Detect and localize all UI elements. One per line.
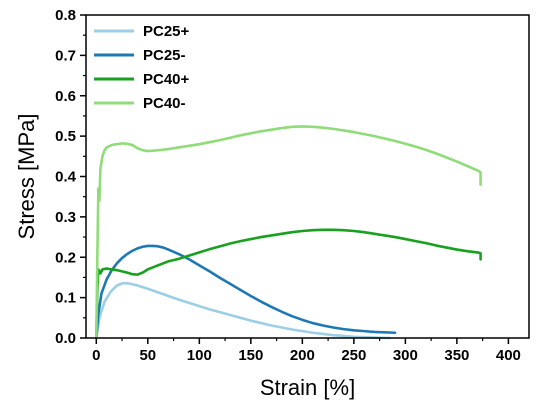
series-line-pc40-minus: [95, 125, 482, 340]
x-tick-label: 0: [92, 347, 100, 364]
series-line-pc40-minusplus: [95, 228, 482, 340]
legend-label: PC40+: [143, 71, 190, 88]
series-layer: [95, 125, 482, 340]
legend-label: PC25-: [143, 47, 186, 64]
x-tick-label: 150: [238, 347, 263, 364]
legend-item: PC40-: [94, 95, 186, 112]
y-tick-label: 0.8: [55, 7, 76, 24]
x-tick-label: 50: [139, 347, 156, 364]
legend: PC25+ PC25- PC40+ PC40-: [94, 23, 190, 112]
y-tick-label: 0.3: [55, 209, 76, 226]
y-tick-label: 0.1: [55, 290, 76, 307]
legend-item: PC40+: [94, 71, 190, 88]
x-tick-label: 250: [341, 347, 366, 364]
x-tick-label: 300: [393, 347, 418, 364]
series-line-pc25-minus: [95, 244, 397, 340]
y-axis-title: Stress [MPa]: [14, 114, 39, 240]
y-tick-label: 0.2: [55, 249, 76, 266]
legend-label: PC40-: [143, 95, 186, 112]
y-tick-label: 0.7: [55, 47, 76, 64]
x-tick-label: 400: [496, 347, 521, 364]
legend-label: PC25+: [143, 23, 190, 40]
ticks-layer: 0 50 100 150 200 250 300 350 400 0.0 0.1 0.2 0.3 0.4 0…: [55, 7, 521, 364]
legend-item: PC25+: [94, 23, 190, 40]
x-tick-label: 350: [444, 347, 469, 364]
x-tick-label: 100: [187, 347, 212, 364]
x-tick-label: 200: [290, 347, 315, 364]
y-tick-label: 0.6: [55, 88, 76, 105]
series-line-pc25-minusplus: [95, 281, 392, 340]
legend-item: PC25-: [94, 47, 186, 64]
y-tick-label: 0.5: [55, 128, 76, 145]
y-tick-label: 0.0: [55, 330, 76, 347]
y-tick-label: 0.4: [55, 169, 77, 186]
x-axis-title: Strain [%]: [260, 375, 355, 400]
